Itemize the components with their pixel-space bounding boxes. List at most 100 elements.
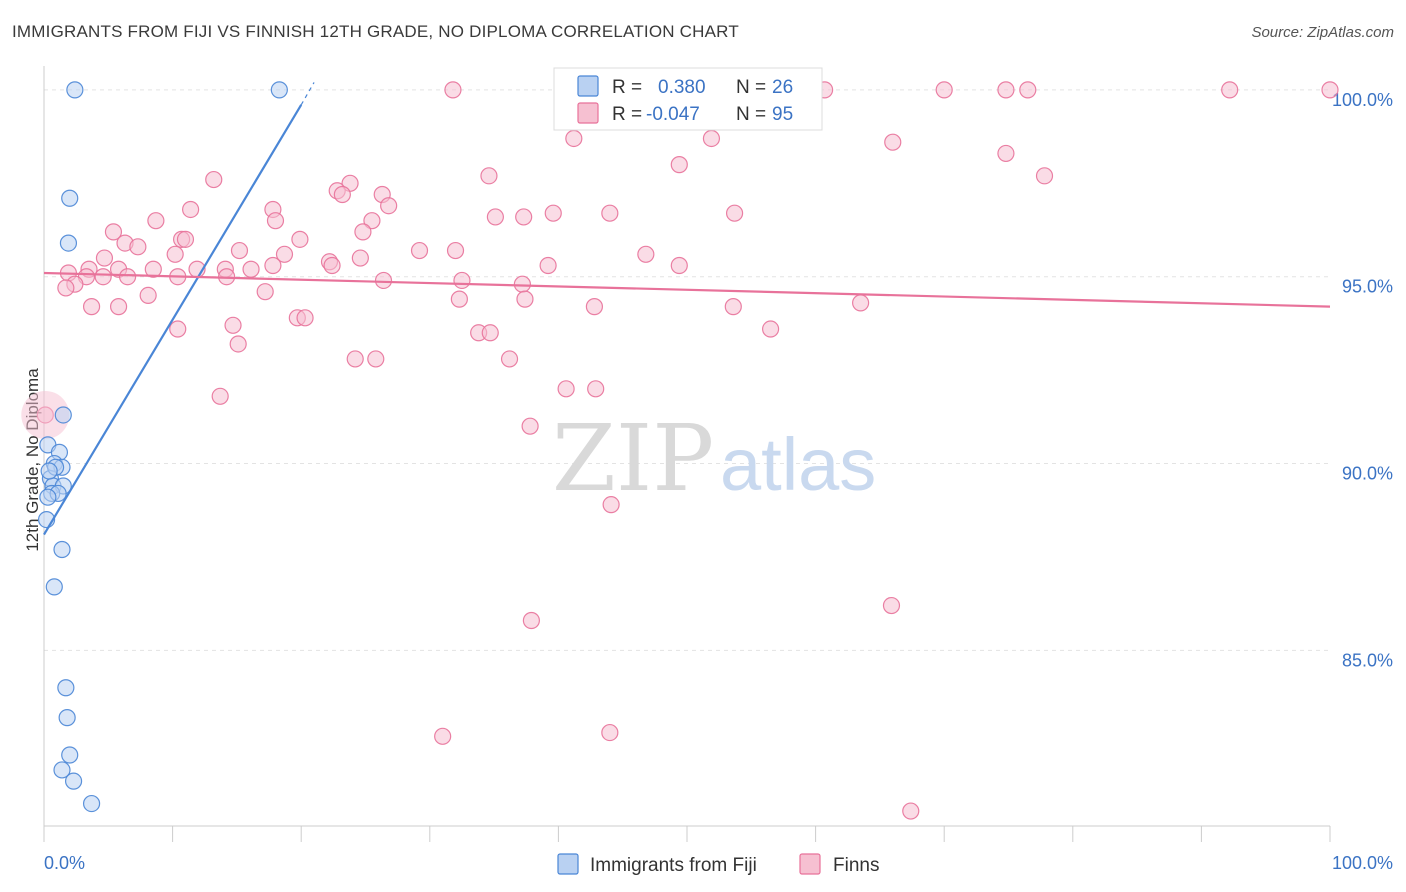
finns-point	[434, 727, 452, 745]
finns-point	[670, 256, 688, 275]
finns-point	[182, 200, 200, 219]
fiji-point	[59, 234, 78, 252]
fiji-point	[40, 462, 58, 480]
legend-finns-n-value: 95	[772, 104, 793, 125]
finns-point	[601, 204, 619, 222]
finns-point	[351, 249, 369, 267]
finns-point	[242, 260, 260, 278]
finns-point	[852, 294, 870, 312]
fiji-point	[39, 488, 57, 506]
finns-point	[367, 350, 385, 368]
y-tick-label: 85.0%	[1342, 650, 1393, 670]
series-finns	[21, 81, 1339, 820]
finns-point	[230, 241, 249, 260]
finns-point	[997, 81, 1015, 99]
finns-point	[702, 129, 721, 148]
legend-fiji-n-label: N =	[736, 77, 766, 98]
finns-point	[363, 212, 381, 230]
finns-point	[374, 271, 393, 290]
finns-point	[224, 316, 242, 334]
fiji-point	[270, 81, 288, 99]
finns-point	[935, 81, 953, 99]
finns-point	[637, 245, 655, 263]
legend-finns-r-label: R =	[612, 104, 642, 125]
finns-point	[480, 167, 498, 185]
finns-point	[266, 212, 285, 230]
finns-point	[166, 245, 184, 263]
chart-source: Source: ZipAtlas.com	[1251, 24, 1394, 41]
finns-point	[147, 212, 165, 230]
legend-finns-n-label: N =	[736, 104, 766, 125]
finns-point	[346, 350, 364, 368]
finns-point	[902, 802, 920, 820]
finns-point	[1321, 81, 1339, 99]
legend-box: R = 0.380 N = 26 R = -0.047 N = 95	[553, 67, 823, 131]
fiji-point	[57, 679, 75, 697]
finns-point	[516, 290, 534, 308]
series-fiji	[37, 81, 288, 813]
finns-point	[884, 133, 902, 151]
finns-point	[557, 380, 575, 398]
y-tick-label: 90.0%	[1342, 464, 1393, 484]
finns-point	[882, 596, 901, 615]
finns-point	[601, 723, 619, 742]
finns-point	[211, 387, 229, 405]
finns-point	[670, 156, 688, 174]
finns-point	[486, 208, 504, 226]
finns-point	[724, 298, 742, 316]
y-tick-labels: 85.0% 90.0% 95.0% 100.0%	[1332, 90, 1393, 670]
finns-point	[264, 256, 282, 275]
finns-point	[95, 249, 114, 267]
finns-point	[118, 268, 137, 286]
finns-point	[453, 271, 471, 290]
fiji-trend-extension	[300, 82, 315, 106]
fiji-point	[66, 81, 84, 99]
legend-fiji-r-label: R =	[612, 77, 642, 98]
finns-point	[275, 245, 294, 263]
finns-point	[544, 204, 562, 222]
finns-point	[205, 170, 223, 189]
finns-trend-line	[43, 271, 1331, 308]
finns-point	[169, 320, 187, 338]
finns-point	[539, 256, 557, 275]
finns-point	[587, 380, 605, 398]
fiji-point	[58, 709, 76, 727]
finns-point	[323, 256, 341, 275]
finns-point	[521, 417, 539, 435]
legend-frame	[553, 67, 823, 131]
finns-point	[761, 320, 780, 338]
gridlines	[44, 89, 1330, 651]
legend-finns-swatch	[577, 102, 599, 124]
finns-point	[144, 260, 162, 278]
finns-point-large	[21, 390, 70, 439]
legend-finns-r-value: -0.047	[646, 104, 700, 125]
finns-point	[57, 279, 75, 297]
x-tick-label-end: 100.0%	[1332, 853, 1393, 873]
finns-point	[446, 241, 465, 260]
finns-point	[450, 290, 468, 308]
finns-point	[229, 335, 247, 353]
finns-point	[1019, 81, 1037, 99]
bottom-legend-fiji-swatch	[557, 853, 579, 875]
watermark-zip: ZIP	[552, 405, 714, 512]
finns-point	[296, 309, 314, 327]
chart-title: IMMIGRANTS FROM FIJI VS FINNISH 12TH GRA…	[12, 22, 739, 41]
legend-fiji-n-value: 26	[772, 77, 793, 98]
watermark-atlas: atlas	[720, 423, 876, 506]
finns-point	[515, 208, 533, 226]
finns-point	[725, 204, 744, 222]
legend-fiji-r-value: 0.380	[658, 77, 706, 98]
finns-point	[380, 197, 398, 215]
finns-point	[565, 129, 583, 148]
finns-point	[444, 81, 462, 99]
fiji-trend-line	[43, 104, 303, 536]
fiji-point	[53, 761, 71, 779]
x-tick-labels: 0.0% 100.0%	[44, 853, 1393, 873]
fiji-point	[64, 772, 83, 790]
finns-point	[176, 230, 195, 248]
finns-point	[585, 298, 604, 316]
bottom-legend-finns-label: Finns	[833, 855, 879, 876]
finns-point	[139, 286, 157, 305]
finns-point	[513, 275, 531, 293]
